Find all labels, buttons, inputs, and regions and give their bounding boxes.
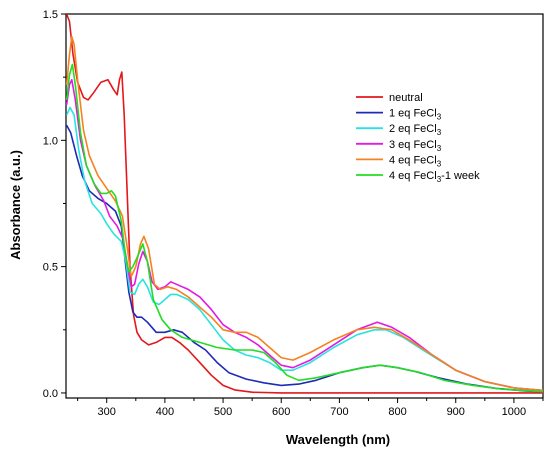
- legend-label: 2 eq FeCl3: [389, 123, 442, 137]
- y-tick-label: 1.5: [43, 9, 58, 21]
- legend-label: 1 eq FeCl3: [389, 108, 442, 122]
- y-axis-title: Absorbance (a.u.): [8, 150, 23, 260]
- y-tick-label: 0.5: [43, 262, 58, 274]
- y-tick-label: 1.0: [43, 135, 58, 147]
- legend-label: 4 eq FeCl3-1 week: [389, 170, 480, 184]
- x-tick-label: 300: [98, 406, 116, 418]
- plot-frame: [65, 13, 544, 399]
- series-layer: [65, 13, 544, 394]
- legend-label: 3 eq FeCl3: [389, 139, 442, 153]
- series-line-3: [65, 78, 544, 392]
- plot-border: [65, 13, 544, 399]
- x-tick-label: 1000: [502, 406, 526, 418]
- y-tick-label: 0.0: [43, 388, 58, 400]
- legend-label: 4 eq FeCl3: [389, 154, 442, 168]
- series-line-2: [65, 106, 544, 392]
- x-axis-title: Wavelength (nm): [286, 432, 390, 447]
- y-axis-ticks: 0.0 0.5 1.0 1.5: [43, 9, 66, 400]
- x-tick-label: 800: [388, 406, 406, 418]
- x-tick-label: 600: [272, 406, 290, 418]
- x-tick-label: 700: [330, 406, 348, 418]
- series-line-5: [65, 63, 544, 393]
- x-axis-ticks: 300 400 500 600 700 800 900 1000: [77, 398, 544, 418]
- series-line-4: [65, 35, 544, 392]
- x-tick-label: 400: [156, 406, 174, 418]
- x-tick-label: 900: [447, 406, 465, 418]
- series-line-0: [65, 13, 543, 394]
- legend-label: neutral: [389, 92, 423, 104]
- x-tick-label: 500: [214, 406, 232, 418]
